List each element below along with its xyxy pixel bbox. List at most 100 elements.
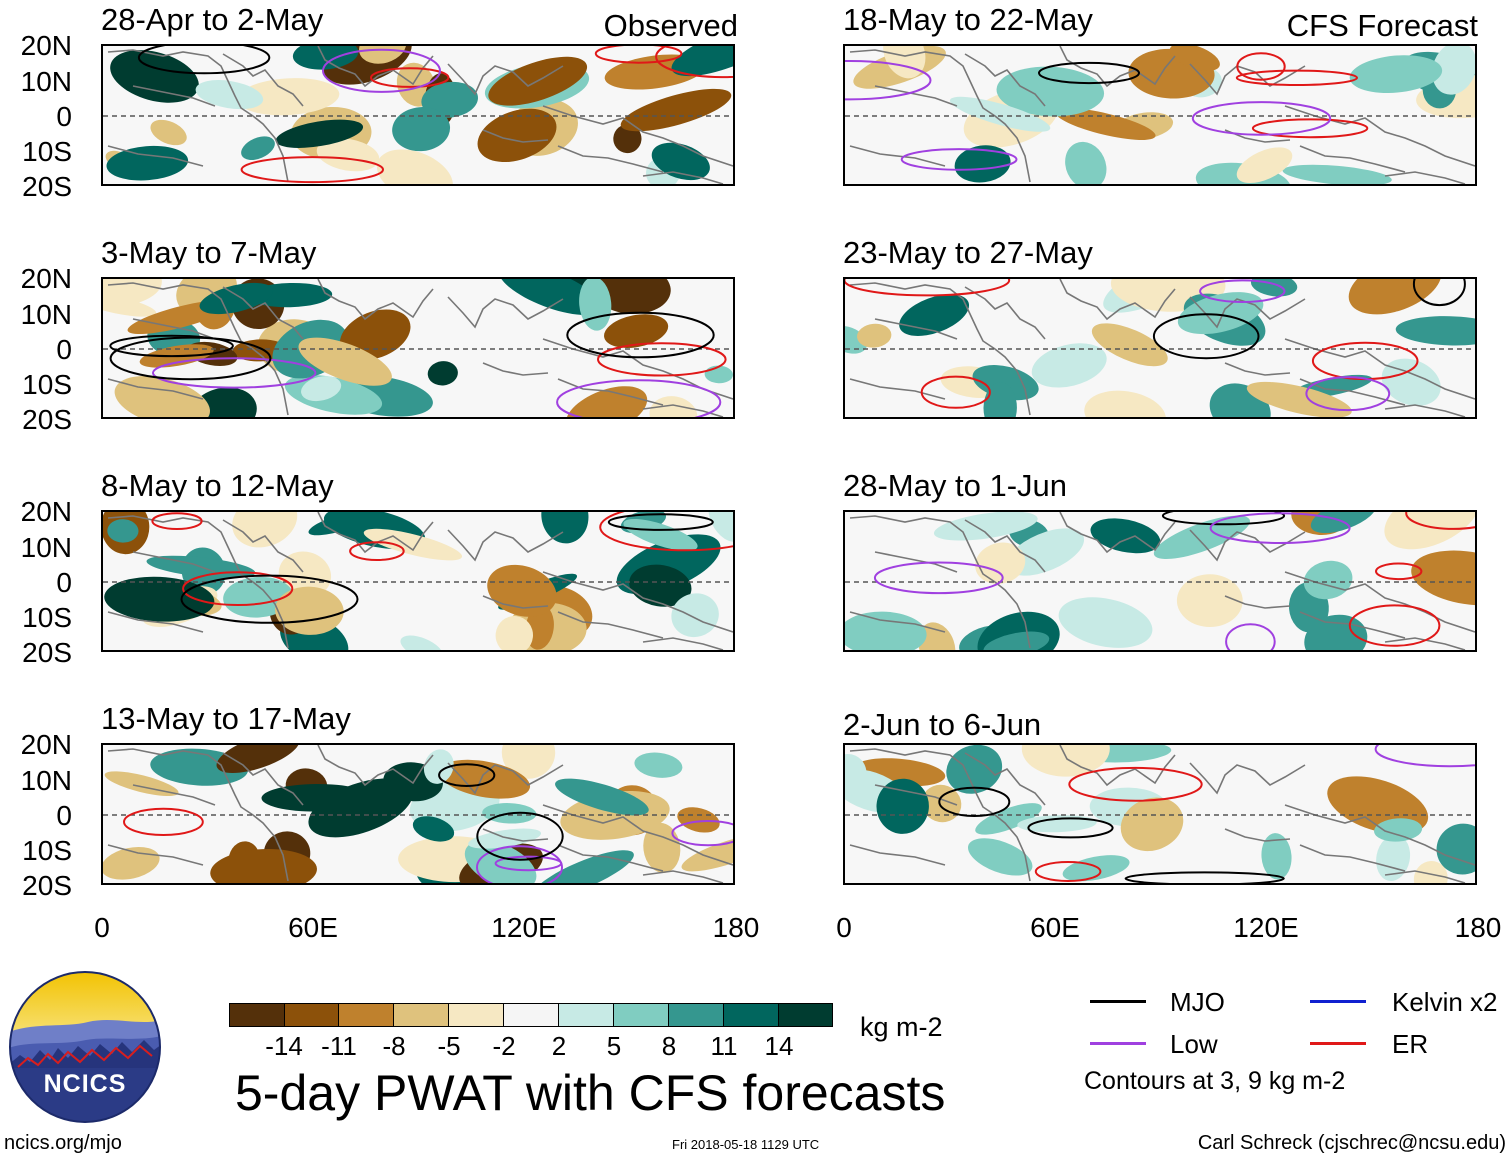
coastline bbox=[1284, 571, 1475, 633]
contour-low bbox=[1374, 745, 1475, 768]
anomaly-blob bbox=[376, 149, 453, 184]
map-panel-3 bbox=[101, 510, 735, 652]
contour-er bbox=[1375, 562, 1423, 581]
x-tick-120e: 120E bbox=[491, 912, 557, 943]
coastline bbox=[557, 378, 664, 406]
anomaly-blob bbox=[533, 850, 634, 883]
anomaly-blob bbox=[565, 386, 648, 417]
coastline bbox=[1299, 145, 1406, 173]
contour-er bbox=[370, 67, 450, 88]
coastline bbox=[107, 844, 204, 866]
y-tick-20s: 20S bbox=[22, 404, 72, 435]
contour-mjo bbox=[1412, 279, 1466, 307]
anomaly-blob bbox=[1236, 147, 1293, 184]
anomaly-blob bbox=[681, 834, 733, 872]
x-tick-60e: 60E bbox=[288, 912, 338, 943]
anomaly-blob bbox=[103, 279, 162, 308]
legend-contour-note: Contours at 3, 9 kg m-2 bbox=[1084, 1067, 1346, 1095]
anomaly-blob bbox=[292, 46, 359, 70]
contour-mjo bbox=[476, 811, 564, 861]
anomaly-blob bbox=[1413, 861, 1448, 883]
contour-er bbox=[1236, 52, 1286, 81]
coastline bbox=[447, 762, 564, 795]
contour-low bbox=[152, 357, 317, 389]
panel-map-svg bbox=[103, 745, 733, 883]
coastline bbox=[107, 49, 289, 183]
contour-low bbox=[900, 148, 1018, 171]
anomaly-blob bbox=[501, 745, 556, 779]
panel-title-7: 28-May to 1-Jun bbox=[843, 468, 1067, 503]
coastline bbox=[964, 53, 1046, 107]
coastline bbox=[1189, 529, 1306, 562]
colorbar-label: -5 bbox=[437, 1031, 461, 1061]
anomaly-blob bbox=[114, 376, 210, 417]
coastline bbox=[874, 85, 958, 107]
contour-low bbox=[322, 48, 441, 93]
anomaly-blob bbox=[620, 88, 732, 132]
x-tick-0: 0 bbox=[94, 912, 110, 943]
anomaly-blob bbox=[1176, 574, 1243, 628]
anomaly-blob bbox=[613, 124, 642, 154]
contour-low bbox=[494, 855, 563, 872]
map-panel-6 bbox=[843, 277, 1477, 419]
contour-low bbox=[1191, 101, 1332, 136]
contour-er bbox=[920, 375, 991, 409]
anomaly-blob bbox=[1169, 46, 1220, 71]
anomaly-blob bbox=[671, 46, 733, 77]
anomaly-blob bbox=[359, 46, 407, 64]
anomaly-blob bbox=[495, 616, 534, 650]
observed-label: Observed bbox=[603, 8, 738, 43]
coastline bbox=[132, 318, 216, 340]
coastline bbox=[874, 551, 958, 573]
y-tick-10s: 10S bbox=[22, 369, 72, 400]
coastline bbox=[1189, 762, 1306, 795]
anomaly-blob bbox=[1411, 550, 1475, 606]
anomaly-blob bbox=[189, 387, 257, 417]
anomaly-blob bbox=[363, 528, 463, 561]
coastline bbox=[1284, 105, 1475, 167]
anomaly-blob bbox=[195, 80, 264, 110]
anomaly-blob bbox=[604, 314, 669, 348]
coastline bbox=[317, 512, 434, 554]
legend-swatch-er bbox=[1310, 1042, 1366, 1045]
y-tick-0: 0 bbox=[56, 334, 72, 365]
contour-low bbox=[845, 60, 932, 101]
panel-map-svg bbox=[103, 512, 733, 650]
coastline bbox=[447, 63, 564, 96]
anomaly-blob bbox=[392, 107, 451, 152]
anomaly-blob bbox=[1065, 141, 1107, 184]
anomaly-blob bbox=[954, 145, 1011, 183]
panel-map-svg bbox=[845, 512, 1475, 650]
anomaly-blob bbox=[468, 828, 542, 849]
anomaly-blob bbox=[421, 81, 478, 118]
contour-mjo bbox=[109, 336, 272, 381]
colorbar-label: 5 bbox=[606, 1031, 622, 1061]
y-tick-10n: 10N bbox=[20, 66, 72, 97]
coastline bbox=[1224, 362, 1291, 376]
contour-mjo bbox=[180, 574, 359, 624]
anomaly-blob bbox=[949, 96, 1051, 132]
coastline bbox=[964, 752, 1046, 806]
coastline bbox=[964, 286, 1046, 340]
anomaly-blob bbox=[708, 512, 733, 542]
y-tick-20s: 20S bbox=[22, 171, 72, 202]
x-tick-180: 180 bbox=[712, 912, 760, 943]
anomaly-blob bbox=[1120, 797, 1184, 852]
anomaly-blob bbox=[555, 778, 649, 816]
footer-url[interactable]: ncics.org/mjo bbox=[4, 1132, 122, 1154]
anomaly-blob bbox=[1349, 55, 1443, 93]
contour-er bbox=[123, 807, 204, 837]
coastline bbox=[132, 551, 216, 573]
coastline bbox=[642, 404, 724, 417]
anomaly-blob bbox=[107, 519, 139, 543]
coastline bbox=[1384, 870, 1466, 883]
anomaly-blob bbox=[150, 119, 187, 146]
anomaly-blob bbox=[103, 846, 160, 880]
y-tick-0: 0 bbox=[56, 101, 72, 132]
coastline bbox=[642, 171, 724, 184]
coastline bbox=[849, 611, 946, 633]
coastline bbox=[482, 595, 549, 609]
colorbar-label: -11 bbox=[321, 1031, 357, 1061]
colorbar-cell bbox=[723, 1003, 779, 1027]
anomaly-blob bbox=[1395, 316, 1475, 346]
